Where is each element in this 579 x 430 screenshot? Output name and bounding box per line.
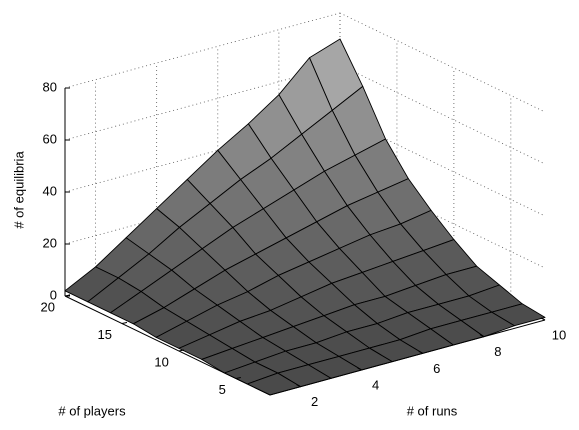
surface [64,38,546,396]
x-tick [479,334,485,338]
z-tick-label: 40 [43,183,57,198]
y-tick-label: 5 [219,382,226,397]
x-tick-label: 6 [433,361,440,376]
grid-line [339,12,546,113]
x-tick [357,367,362,371]
z-tick-label: 60 [43,131,57,146]
x-tick [418,350,424,354]
x-tick-label: 10 [552,327,566,342]
y-tick [235,377,241,379]
x-tick [296,384,301,388]
y-tick [121,322,128,324]
x-axis-label: # of runs [407,403,458,418]
z-axis-label: # of equilibria [11,151,26,229]
y-tick-label: 10 [154,354,168,369]
y-tick [64,294,71,297]
y-tick-label: 15 [97,327,111,342]
x-tick-label: 2 [311,394,318,409]
x-axis-line [269,319,546,396]
y-tick [178,349,184,352]
x-tick-label: 8 [494,344,501,359]
z-tick-label: 20 [43,235,57,250]
x-tick [540,317,546,321]
y-tick-label: 20 [41,299,55,314]
x-tick-label: 4 [372,377,379,392]
z-tick-label: 0 [50,287,57,302]
y-axis-label: # of players [58,403,126,418]
z-tick-label: 80 [43,79,57,94]
